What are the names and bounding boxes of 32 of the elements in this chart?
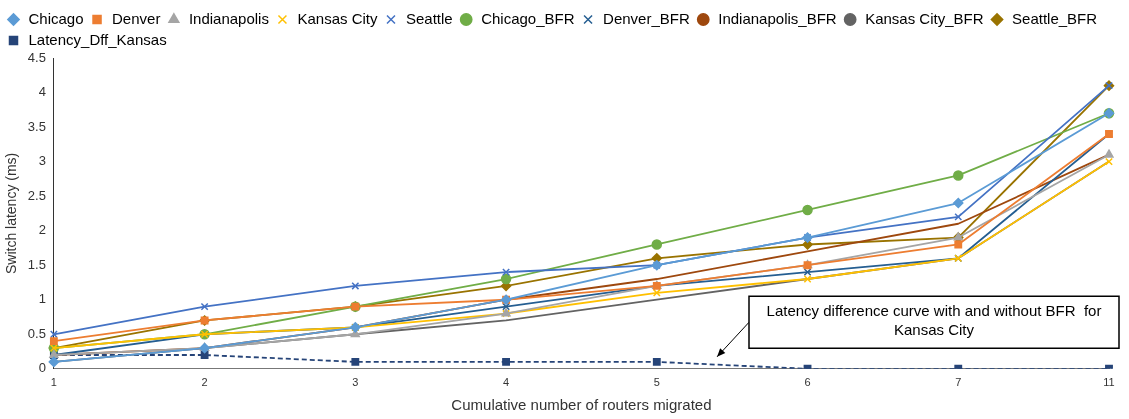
y-tick-label: 0.5 [27, 325, 46, 341]
x-tick-label: 1 [50, 376, 57, 389]
annotation: Latency difference curve with and without BFR for Kansas City [766, 302, 1102, 339]
legend-label: Seattle_BFR [1012, 9, 1098, 27]
x-tick-label: 5 [653, 376, 660, 389]
y-tick-label: 2.5 [27, 187, 46, 203]
y-tick-label: 1.5 [27, 256, 46, 272]
legend-label: Chicago_BFR [481, 9, 575, 27]
legend-label: Chicago [28, 9, 84, 27]
x-axis-title: Cumulative number of routers migrated [451, 396, 712, 414]
y-tick-label: 1 [38, 291, 46, 307]
legend-label: Indianapolis_BFR [718, 9, 837, 27]
x-tick-label: 7 [955, 376, 962, 389]
legend-label: Latency_Dff_Kansas [28, 30, 167, 48]
x-tick-label: 3 [352, 376, 359, 389]
y-tick-label: 4 [38, 84, 46, 100]
legend-label: Kansas City [297, 9, 378, 27]
y-tick-label: 4.5 [27, 49, 46, 65]
y-tick-label: 2 [38, 222, 46, 238]
x-tick-label: 4 [503, 376, 510, 389]
x-tick-label: 2 [201, 376, 208, 389]
y-tick-label: 3.5 [27, 118, 46, 134]
legend-label: Denver [112, 9, 161, 27]
y-tick-label: 0 [38, 360, 46, 376]
legend-label: Indianapolis [188, 9, 269, 27]
legend-label: Kansas City_BFR [865, 9, 984, 27]
y-tick-label: 3 [38, 153, 46, 169]
x-tick-label: 6 [804, 376, 811, 389]
x-tick-label: 11 [1103, 376, 1115, 389]
y-axis-title: Switch latency (ms) [3, 152, 20, 275]
legend-label: Seattle [405, 9, 453, 27]
legend-label: Denver_BFR [603, 9, 690, 27]
